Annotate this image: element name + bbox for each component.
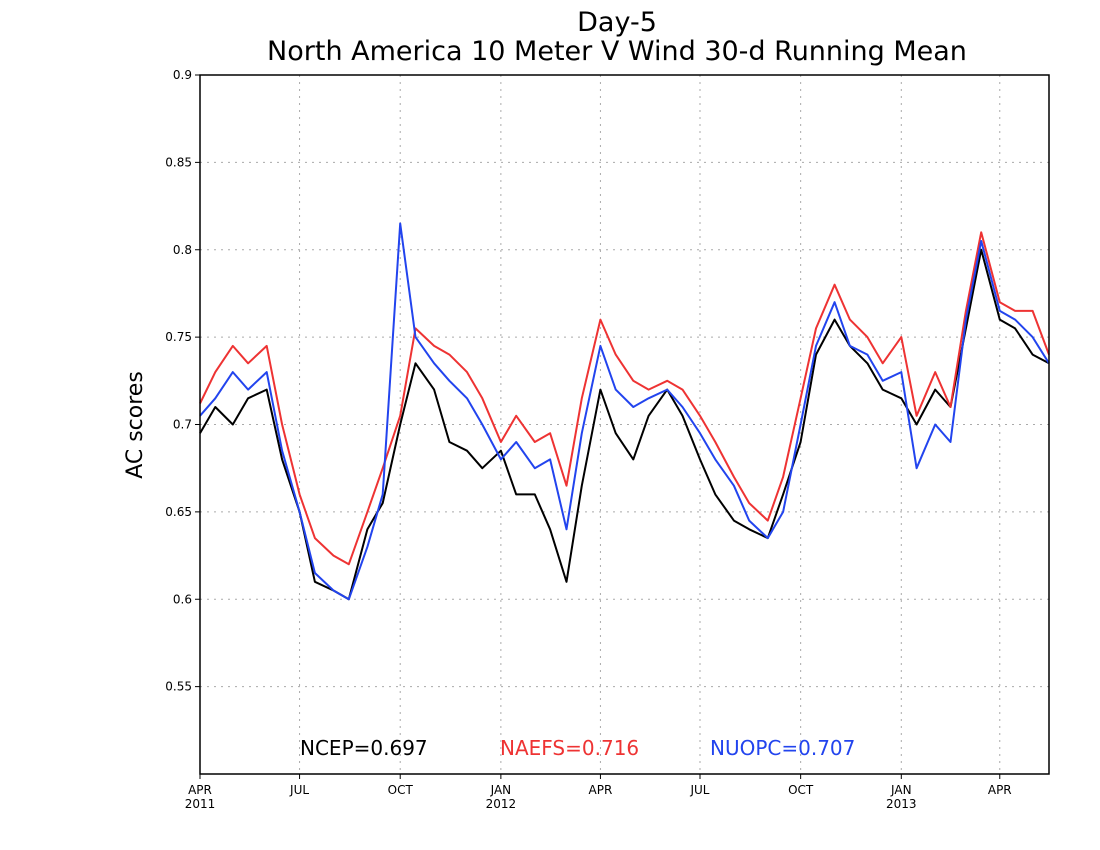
y-tick-label: 0.65	[165, 505, 192, 519]
y-tick-label: 0.9	[173, 68, 192, 82]
y-tick-label: 0.6	[173, 592, 192, 606]
x-tick-year-label: 2013	[886, 797, 917, 811]
x-tick-year-label: 2011	[185, 797, 216, 811]
series-line-naefs	[199, 231, 1050, 566]
x-tick-label: OCT	[788, 783, 814, 797]
legend: NCEP=0.697 NAEFS=0.716 NUOPC=0.707	[300, 736, 855, 760]
chart-subtitle: North America 10 Meter V Wind 30-d Runni…	[267, 36, 967, 67]
series-line-nuopc	[199, 222, 1050, 601]
x-tick-label: JUL	[689, 783, 709, 797]
y-axis-label: AC scores	[123, 371, 148, 479]
y-axis-ticks: 0.55 0.6 0.65 0.7 0.75 0.8 0.85 0.9	[165, 68, 200, 694]
x-tick-label: JAN	[890, 783, 912, 797]
x-tick-label: OCT	[388, 783, 414, 797]
x-tick-label: APR	[589, 783, 613, 797]
legend-entry: NCEP=0.697	[300, 736, 428, 760]
y-tick-label: 0.8	[173, 243, 192, 257]
y-tick-label: 0.55	[165, 680, 192, 694]
y-tick-label: 0.7	[173, 418, 192, 432]
legend-entry: NUOPC=0.707	[710, 736, 855, 760]
chart-title: Day-5	[577, 7, 657, 38]
grid	[200, 75, 1049, 774]
x-tick-label: APR	[988, 783, 1012, 797]
series-lines	[199, 222, 1050, 601]
y-tick-label: 0.75	[165, 330, 192, 344]
legend-entry: NAEFS=0.716	[500, 736, 639, 760]
x-tick-label: JUL	[289, 783, 309, 797]
x-tick-label: JAN	[490, 783, 512, 797]
y-tick-label: 0.85	[165, 155, 192, 169]
x-tick-year-label: 2012	[486, 797, 517, 811]
x-tick-label: APR	[188, 783, 212, 797]
